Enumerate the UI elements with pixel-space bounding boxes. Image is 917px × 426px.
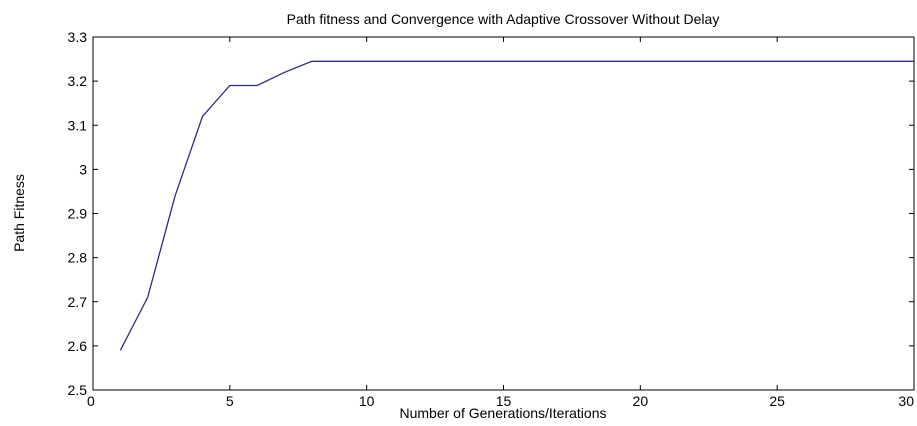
x-tick-label: 0 — [87, 393, 95, 409]
y-axis-label: Path Fitness — [11, 174, 27, 252]
series-layer — [119, 60, 914, 351]
y-tick-label: 3.2 — [68, 73, 88, 89]
x-axis-label: Number of Generations/Iterations — [400, 405, 607, 421]
plot-area-frame — [92, 36, 915, 391]
y-tick-label: 3.1 — [68, 117, 88, 133]
x-tick-label: 10 — [359, 393, 375, 409]
y-axis-ticks: 2.5 2.6 2.7 2.8 2.9 3 3.1 3.2 3.3 — [68, 29, 914, 398]
x-tick-label: 25 — [769, 393, 785, 409]
y-tick-label: 2.6 — [68, 338, 88, 354]
x-tick-label: 30 — [898, 393, 914, 409]
x-tick-label: 20 — [633, 393, 649, 409]
y-tick-label: 2.5 — [68, 382, 88, 398]
x-tick-label: 15 — [496, 393, 512, 409]
chart-title: Path fitness and Convergence with Adapti… — [287, 11, 720, 27]
x-axis-ticks: 0 5 10 15 20 25 30 — [87, 37, 915, 409]
y-tick-label: 2.9 — [68, 206, 88, 222]
y-tick-label: 3.3 — [68, 29, 88, 45]
y-tick-label: 3 — [79, 161, 87, 177]
y-tick-label: 2.8 — [68, 250, 88, 266]
y-tick-label: 2.7 — [68, 294, 88, 310]
x-tick-label: 5 — [226, 393, 234, 409]
series-line — [119, 60, 914, 351]
